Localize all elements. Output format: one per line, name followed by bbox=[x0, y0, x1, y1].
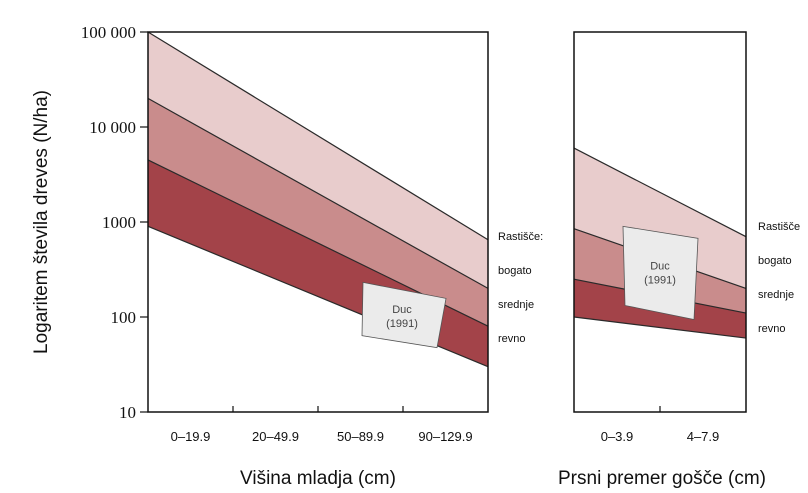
height-x-tick-label: 0–19.9 bbox=[171, 429, 211, 444]
y-axis-label: Logaritem števila dreves (N/ha) bbox=[31, 90, 52, 354]
height-boundary-line-2 bbox=[147, 97, 489, 289]
diameter-x-tick-label: 0–3.9 bbox=[601, 429, 634, 444]
x-axis-label-height: Višina mladja (cm) bbox=[240, 468, 396, 489]
x-axis-label-diameter: Prsni premer gošče (cm) bbox=[558, 468, 766, 489]
y-tick-label: 10 000 bbox=[89, 118, 136, 137]
legend-right-item-srednje: srednje bbox=[758, 289, 794, 301]
y-axis-ticks: 10 100 1000 10 000 100 000 bbox=[81, 23, 148, 422]
panel-diameter-x-ticks: 0–3.9 4–7.9 bbox=[601, 406, 720, 444]
legend-right-item-bogato: bogato bbox=[758, 255, 792, 267]
duc-note-text: (1991) bbox=[644, 274, 676, 286]
panel-height-x-ticks: 0–19.9 20–49.9 50–89.9 90–129.9 bbox=[171, 406, 473, 444]
height-band-srednje bbox=[148, 98, 488, 327]
legend-right: Rastišče bogato srednje revno bbox=[758, 221, 800, 335]
y-tick-label: 10 bbox=[119, 403, 136, 422]
y-tick-label: 100 000 bbox=[81, 23, 136, 42]
y-tick-label: 1000 bbox=[102, 213, 136, 232]
legend-right-title: Rastišče bbox=[758, 221, 800, 233]
legend-right-item-revno: revno bbox=[758, 323, 786, 335]
duc-note-box bbox=[361, 281, 447, 349]
legend-middle: Rastišče: bogato srednje revno bbox=[498, 231, 543, 345]
duc-note-text: (1991) bbox=[386, 318, 418, 330]
panel-height: 10 100 1000 10 000 100 000 0–19.9 20–49.9 50–8… bbox=[81, 23, 489, 444]
diameter-boundary-line-1 bbox=[573, 147, 747, 238]
height-band-bogato bbox=[148, 32, 488, 289]
diameter-band-bogato bbox=[574, 148, 746, 289]
diameter-x-tick-label: 4–7.9 bbox=[687, 429, 720, 444]
legend-item-srednje: srednje bbox=[498, 299, 534, 311]
height-x-tick-label: 20–49.9 bbox=[252, 429, 299, 444]
duc-note-box bbox=[622, 225, 699, 320]
height-x-tick-label: 50–89.9 bbox=[337, 429, 384, 444]
duc-note-text: Duc bbox=[650, 260, 670, 272]
duc-note-text: Duc bbox=[392, 304, 412, 316]
legend-title: Rastišče: bbox=[498, 231, 543, 243]
y-tick-label: 100 bbox=[111, 308, 137, 327]
duc-annotation-right: Duc (1991) bbox=[622, 225, 699, 320]
duc-annotation-left: Duc (1991) bbox=[361, 281, 447, 349]
legend-item-revno: revno bbox=[498, 333, 526, 345]
height-boundary-line-1 bbox=[147, 31, 489, 241]
legend-item-bogato: bogato bbox=[498, 265, 532, 277]
height-x-tick-label: 90–129.9 bbox=[418, 429, 472, 444]
panel-diameter: 0–3.9 4–7.9 Duc (1991) bbox=[573, 31, 747, 444]
diameter-boundary-line-4 bbox=[573, 316, 747, 339]
